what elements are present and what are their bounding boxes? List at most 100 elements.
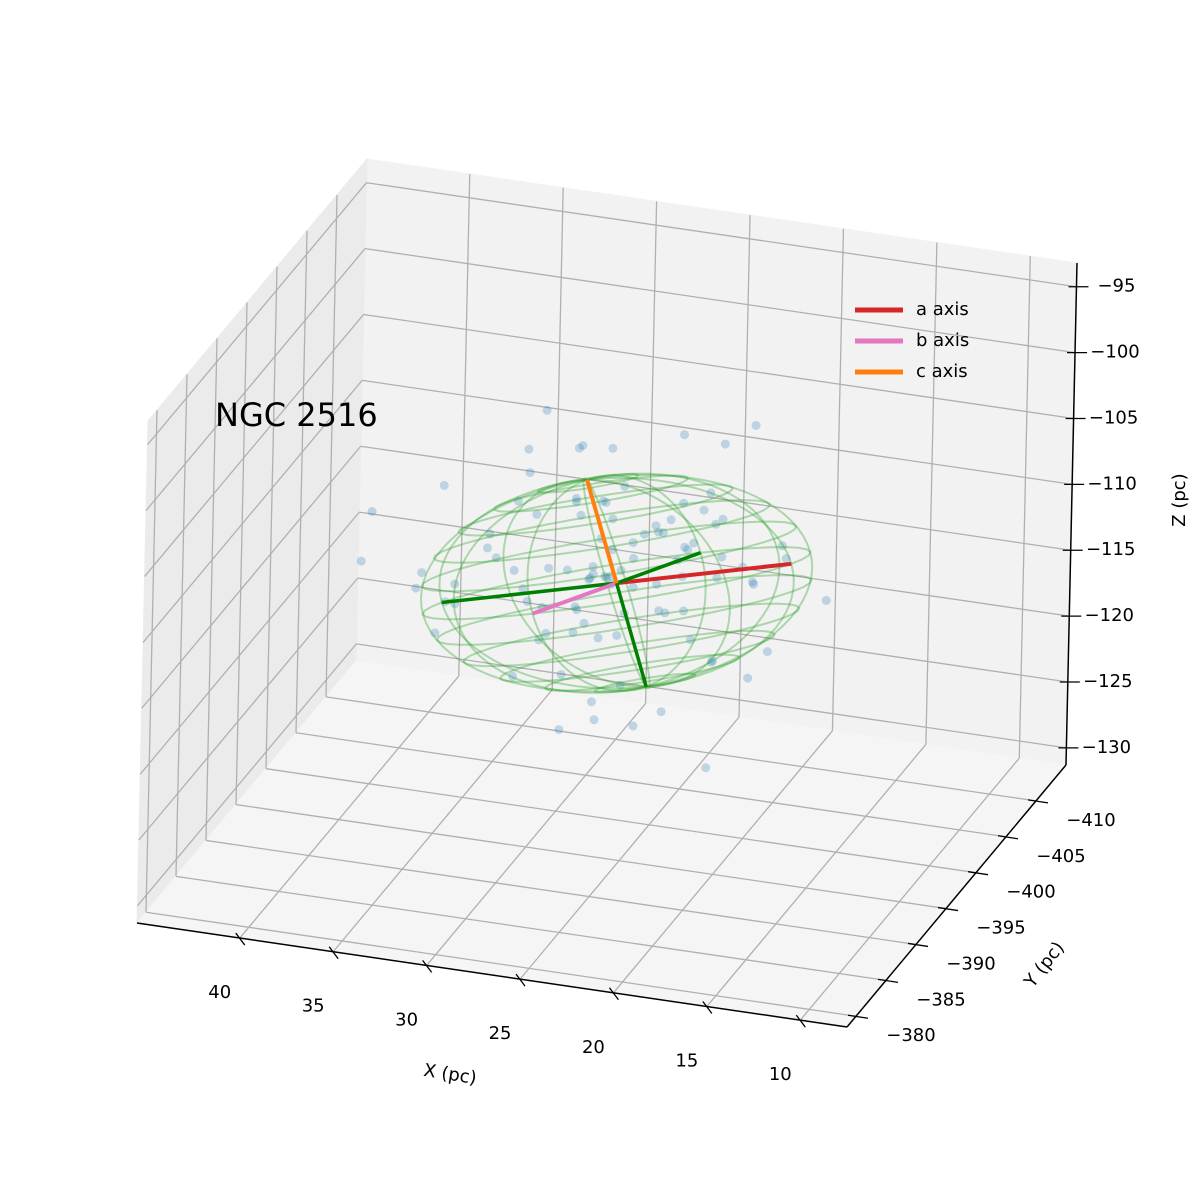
scatter-point (541, 628, 551, 638)
grid-line (325, 696, 1037, 802)
scatter-point (588, 562, 598, 572)
marks (356, 405, 831, 773)
x-axis-label: X (pc) (422, 1060, 478, 1089)
scatter-point (680, 430, 689, 440)
x-tick-label: 15 (675, 1050, 698, 1071)
scatter-point (524, 444, 534, 454)
ellipsoid-wire (582, 477, 647, 688)
grid-line (925, 242, 938, 745)
y-tick-label: −395 (976, 918, 1025, 939)
scatter-point (612, 631, 622, 640)
chart-title: NGC 2516 (215, 396, 378, 434)
tick-mark (1027, 799, 1049, 804)
scatter-point (629, 553, 638, 563)
scatter-point (689, 538, 699, 548)
tick-mark (608, 987, 619, 1001)
grid-line (458, 174, 471, 677)
scatter-point (608, 443, 618, 453)
ellipsoid-wire (586, 472, 781, 688)
tick-mark (907, 942, 929, 948)
z-tick-label: −125 (1083, 671, 1132, 692)
scatter-point (685, 635, 695, 645)
x-tick-label: 40 (208, 982, 231, 1003)
scatter-point (717, 552, 727, 562)
ellipsoid-wire (419, 478, 647, 693)
scatter-point (575, 443, 584, 453)
scatter-point (658, 528, 668, 538)
grid-line (360, 445, 1071, 551)
scatter-point (602, 573, 612, 583)
scatter-point (654, 606, 664, 616)
scatter-point (589, 715, 599, 725)
scatter-point (593, 633, 603, 643)
tick-mark (877, 978, 899, 983)
scatter-point (585, 573, 595, 583)
scatter-point (706, 488, 716, 498)
grid-line (831, 228, 845, 731)
scatter-point (578, 441, 588, 450)
grid-line (738, 215, 751, 718)
scatter-point (554, 725, 564, 735)
scatter-point (570, 602, 580, 612)
tick-mark (847, 1014, 869, 1019)
x-tick-label: 35 (302, 996, 325, 1017)
grid-line (144, 314, 365, 577)
y-tick-label: −390 (946, 953, 995, 974)
tick-mark (702, 1001, 713, 1014)
scatter-point (749, 579, 759, 589)
y-tick-label: −405 (1036, 846, 1085, 867)
scatter-point (608, 514, 618, 524)
grid-line (139, 511, 360, 775)
y-tick-label: −410 (1066, 810, 1115, 831)
scatter-point (544, 563, 554, 573)
z-tick-label: −95 (1097, 276, 1135, 297)
ellipsoid-wire (499, 629, 776, 683)
x-tick-label: 25 (489, 1023, 512, 1044)
grid-line (366, 182, 1077, 288)
tick-mark (515, 973, 526, 987)
ellipsoid-wire (502, 478, 647, 688)
scatter-point (562, 565, 572, 575)
scatter-point (699, 505, 709, 515)
scatter-point (579, 618, 589, 628)
scatter-point (718, 514, 728, 524)
grid-line (356, 643, 1067, 749)
scatter-point (485, 529, 495, 539)
scatter-point (601, 497, 611, 507)
scatter-point (640, 529, 649, 539)
tick-mark (328, 946, 339, 960)
grid-line (239, 675, 460, 939)
y-tick-label: −380 (886, 1025, 935, 1046)
ellipsoid-wire (432, 499, 771, 564)
scatter-point (616, 565, 626, 575)
tick-mark (967, 871, 989, 876)
ellipsoid-wire (536, 472, 640, 494)
z-tick-label: −110 (1087, 473, 1136, 494)
scatter-point (777, 541, 787, 551)
ellipsoid-wire (586, 479, 651, 690)
scatter-point (615, 680, 625, 690)
scatter-point (525, 468, 535, 478)
grid-line (363, 313, 1074, 420)
grid-line (644, 201, 658, 704)
grid-line (357, 577, 1068, 683)
z-tick-label: −130 (1082, 737, 1131, 758)
grid-line (364, 247, 1076, 354)
scatter-point (712, 573, 722, 583)
scatter-point (572, 493, 581, 503)
scatter-point (711, 519, 721, 529)
scatter-point (571, 497, 581, 507)
z-tick-label: −120 (1085, 605, 1134, 626)
scatter-point (522, 596, 532, 606)
scatter-point (680, 542, 690, 552)
y-tick-label: −385 (916, 989, 965, 1010)
scatter-point (679, 606, 688, 616)
grid-line (205, 839, 917, 946)
grid-line (359, 511, 1070, 617)
tick-mark (422, 960, 433, 973)
ellipsoid-wire (420, 520, 798, 593)
scatter-point (781, 554, 791, 563)
grid-line (146, 182, 367, 446)
grid (136, 174, 1077, 1021)
